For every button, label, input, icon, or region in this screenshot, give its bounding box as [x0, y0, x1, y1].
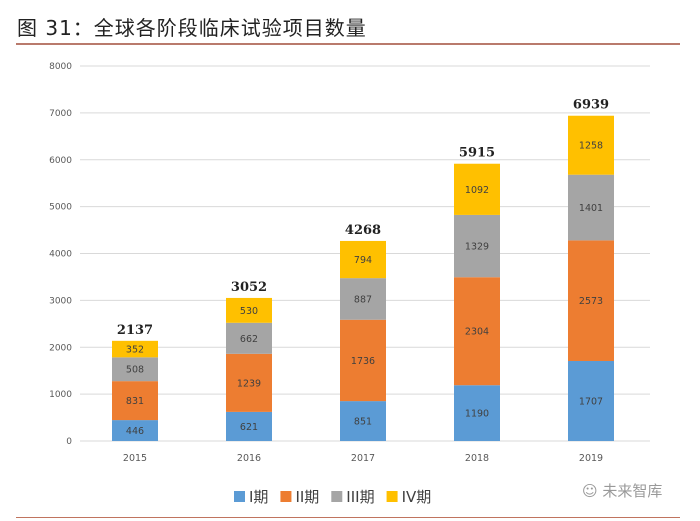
- wechat-icon: ☺: [582, 482, 603, 500]
- y-tick-label: 1000: [49, 390, 72, 400]
- bar-segment: [112, 357, 158, 382]
- bar-segment: [226, 411, 272, 441]
- y-tick-label: 7000: [49, 109, 72, 119]
- x-tick-label: 2015: [123, 453, 147, 464]
- data-label: 851: [354, 417, 372, 428]
- bar-segment: [112, 420, 158, 441]
- bar-segment: [226, 322, 272, 354]
- legend-swatch: [234, 491, 245, 502]
- title-divider: [16, 43, 680, 45]
- total-label: 6939: [573, 98, 609, 113]
- x-tick-label: 2019: [579, 453, 603, 464]
- data-label: 1258: [579, 141, 603, 152]
- data-label: 530: [240, 306, 258, 317]
- bar-segment: [454, 214, 500, 278]
- x-tick-label: 2016: [237, 453, 261, 464]
- data-label: 352: [126, 345, 144, 356]
- y-tick-label: 4000: [49, 250, 72, 260]
- bar-segment: [112, 381, 158, 421]
- total-label: 4268: [345, 223, 381, 238]
- bottom-divider: [16, 517, 680, 518]
- legend-label: II期: [295, 488, 319, 506]
- y-tick-label: 6000: [49, 156, 72, 166]
- bar-segment: [568, 360, 614, 441]
- y-tick-label: 2000: [49, 343, 72, 353]
- total-label: 5915: [459, 146, 495, 161]
- x-tick-label: 2018: [465, 453, 489, 464]
- bar-segment: [454, 385, 500, 441]
- data-label: 1190: [465, 409, 489, 420]
- y-tick-label: 3000: [49, 296, 72, 306]
- watermark-text: 未来智库: [602, 482, 663, 500]
- data-label: 508: [126, 365, 144, 376]
- legend-swatch: [280, 491, 292, 502]
- chart-title: 图 31：全球各阶段临床试验项目数量: [17, 16, 367, 40]
- bar-segment: [568, 174, 614, 241]
- watermark: ☺ 未来智库: [582, 480, 662, 501]
- bar-segment: [568, 240, 614, 361]
- data-label: 1092: [465, 185, 489, 196]
- total-label: 3052: [231, 280, 267, 295]
- total-label: 2137: [117, 323, 153, 338]
- data-label: 1736: [351, 356, 375, 367]
- bar-segment: [454, 277, 500, 386]
- bar-segment: [340, 319, 386, 402]
- legend-swatch: [331, 491, 343, 502]
- data-label: 794: [354, 255, 372, 266]
- data-label: 2304: [465, 327, 489, 338]
- bar-segment: [226, 297, 272, 323]
- legend-label: III期: [346, 488, 374, 506]
- y-tick-label: 8000: [49, 62, 72, 72]
- data-label: 446: [126, 426, 144, 437]
- data-label: 1239: [237, 378, 261, 389]
- y-tick-label: 5000: [49, 203, 72, 213]
- data-label: 887: [354, 294, 372, 305]
- data-label: 2573: [579, 296, 603, 307]
- y-tick-label: 0: [66, 437, 72, 447]
- bar-segment: [454, 163, 500, 215]
- data-label: 1329: [465, 242, 489, 253]
- data-label: 831: [126, 396, 144, 407]
- x-tick-label: 2017: [351, 453, 375, 464]
- bar-segment: [226, 353, 272, 412]
- bar-segment: [340, 240, 386, 279]
- bar-segment: [112, 340, 158, 358]
- legend-swatch: [386, 491, 398, 502]
- legend-label: I期: [249, 488, 268, 506]
- bar-segment: [340, 401, 386, 441]
- bar-segment: [340, 278, 386, 320]
- legend-label: IV期: [402, 488, 432, 506]
- data-label: 662: [240, 334, 258, 345]
- data-label: 621: [240, 422, 258, 433]
- bar-segment: [568, 115, 614, 175]
- data-label: 1401: [579, 203, 603, 214]
- data-label: 1707: [579, 396, 603, 407]
